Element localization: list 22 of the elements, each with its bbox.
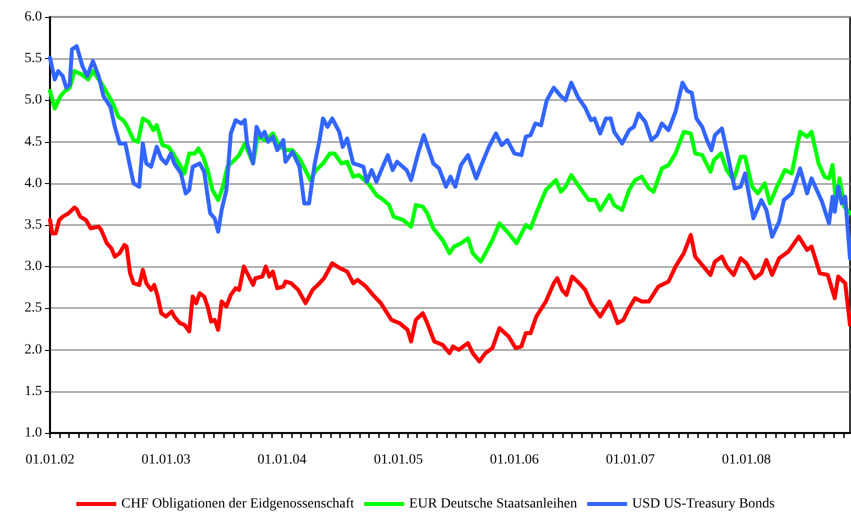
x-tick-label: 01.01.05 [374, 452, 423, 468]
y-tick-label: 1.0 [24, 426, 42, 440]
y-tick-label: 3.5 [24, 218, 42, 232]
y-tick-label: 5.5 [24, 51, 42, 66]
y-tick-label: 5.0 [24, 92, 42, 108]
x-tick-label: 01.01.04 [258, 452, 307, 468]
x-tick-label: 01.01.03 [142, 452, 191, 468]
x-tick-label: 01.01.07 [606, 452, 655, 468]
y-tick-label: 1.5 [24, 384, 42, 399]
line-series [48, 206, 851, 364]
x-tick-label: 01.01.02 [26, 452, 74, 468]
x-tick-label: 01.01.06 [490, 452, 539, 468]
y-tick-label: 6.0 [24, 10, 42, 24]
y-tick-label: 2.0 [24, 342, 42, 358]
y-tick-label: 2.5 [24, 300, 42, 316]
legend-label: CHF Obligationen der Eidgenossenschaft [121, 496, 354, 512]
legend-label: USD US-Treasury Bonds [632, 496, 775, 512]
x-tick-label: 01.01.08 [722, 452, 771, 468]
legend-label: EUR Deutsche Staatsanleihen [409, 496, 578, 512]
y-tick-label: 4.0 [24, 176, 42, 191]
y-tick-label: 3.0 [24, 259, 42, 274]
y-tick-label: 4.5 [24, 134, 42, 150]
